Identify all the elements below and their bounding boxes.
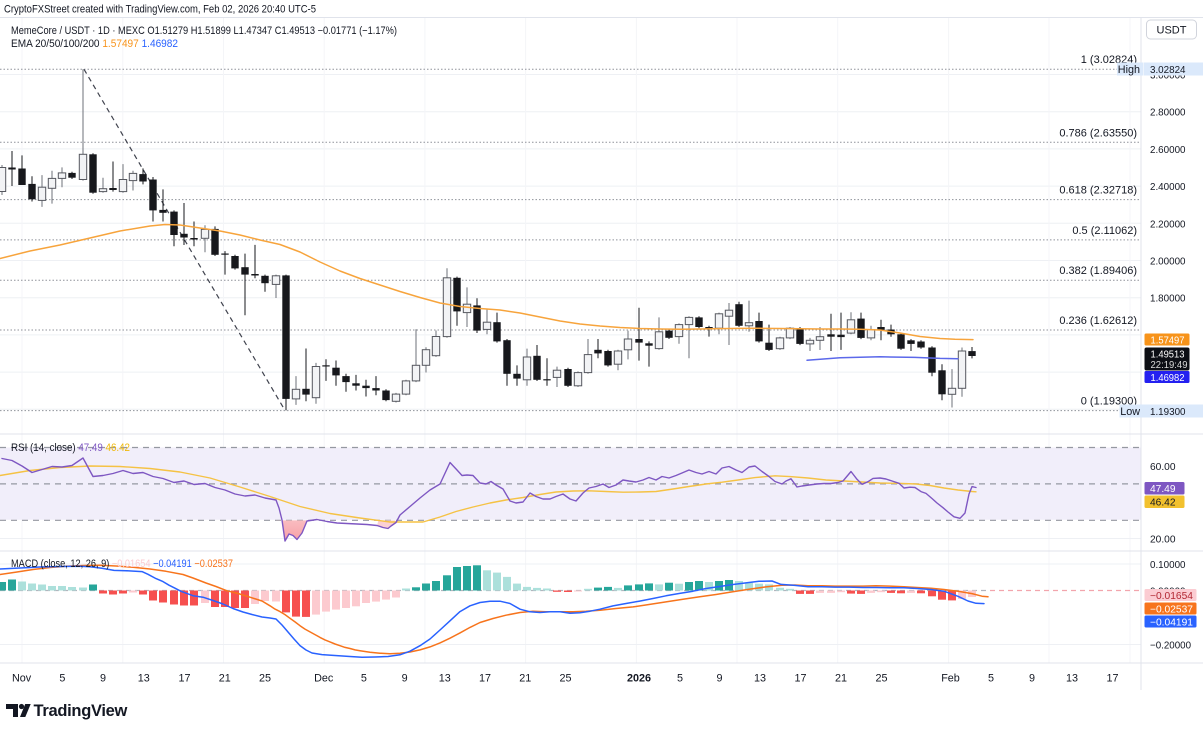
svg-text:25: 25 <box>875 673 887 685</box>
svg-text:1.46982: 1.46982 <box>1151 373 1185 384</box>
svg-text:Low: Low <box>1120 406 1140 418</box>
svg-text:−0.20000: −0.20000 <box>1150 640 1191 652</box>
svg-text:MemeCore / USDT · 1D · MEXC O: MemeCore / USDT · 1D · MEXC O1.51279 H1.… <box>11 25 397 37</box>
svg-text:EMA 20/50/100/200 1.57497 1.46: EMA 20/50/100/200 1.57497 1.46982 <box>11 38 178 50</box>
svg-text:13: 13 <box>1066 673 1078 685</box>
svg-text:21: 21 <box>835 673 847 685</box>
svg-text:2.60000: 2.60000 <box>1150 144 1186 156</box>
svg-text:25: 25 <box>259 673 271 685</box>
svg-text:1.57497: 1.57497 <box>1151 335 1185 346</box>
svg-text:0.5 (2.11062): 0.5 (2.11062) <box>1072 225 1137 237</box>
svg-text:High: High <box>1118 64 1140 76</box>
svg-text:−0.01654: −0.01654 <box>1150 591 1193 602</box>
svg-text:2.40000: 2.40000 <box>1150 181 1186 193</box>
svg-text:1.49513: 1.49513 <box>1151 349 1185 360</box>
svg-text:2026: 2026 <box>627 673 651 685</box>
svg-text:47.49: 47.49 <box>1150 484 1176 495</box>
svg-text:CryptoFXStreet created with Tr: CryptoFXStreet created with TradingView.… <box>4 4 316 16</box>
svg-text:1.19300: 1.19300 <box>1150 406 1186 418</box>
svg-text:9: 9 <box>1029 673 1035 685</box>
svg-text:17: 17 <box>1106 673 1118 685</box>
svg-text:17: 17 <box>479 673 491 685</box>
svg-text:0.786 (2.63550): 0.786 (2.63550) <box>1059 127 1137 139</box>
svg-text:2.80000: 2.80000 <box>1150 107 1186 119</box>
svg-text:0.10000: 0.10000 <box>1150 559 1186 571</box>
svg-text:9: 9 <box>402 673 408 685</box>
svg-text:21: 21 <box>219 673 231 685</box>
svg-text:RSI (14, close) 47.49 46.42: RSI (14, close) 47.49 46.42 <box>11 442 130 454</box>
svg-text:13: 13 <box>439 673 451 685</box>
svg-text:3.02824: 3.02824 <box>1150 64 1186 76</box>
svg-text:17: 17 <box>794 673 806 685</box>
svg-text:Dec: Dec <box>314 673 334 685</box>
svg-text:22:19:49: 22:19:49 <box>1151 360 1188 371</box>
svg-text:Nov: Nov <box>12 673 32 685</box>
svg-text:21: 21 <box>519 673 531 685</box>
svg-text:Feb: Feb <box>941 673 960 685</box>
svg-text:60.00: 60.00 <box>1150 461 1176 473</box>
svg-text:0.236 (1.62612): 0.236 (1.62612) <box>1059 315 1137 327</box>
svg-text:5: 5 <box>677 673 683 685</box>
svg-text:−0.04191: −0.04191 <box>1150 617 1193 628</box>
svg-text:13: 13 <box>754 673 766 685</box>
svg-text:−0.02537: −0.02537 <box>1150 604 1193 615</box>
svg-text:5: 5 <box>988 673 994 685</box>
svg-text:13: 13 <box>138 673 150 685</box>
svg-text:5: 5 <box>59 673 65 685</box>
svg-text:TradingView: TradingView <box>34 702 128 720</box>
svg-text:9: 9 <box>100 673 106 685</box>
svg-text:9: 9 <box>716 673 722 685</box>
svg-text:0.618 (2.32718): 0.618 (2.32718) <box>1059 185 1137 197</box>
svg-text:25: 25 <box>559 673 571 685</box>
svg-text:0.382 (1.89406): 0.382 (1.89406) <box>1059 265 1137 277</box>
svg-text:USDT: USDT <box>1157 25 1187 37</box>
svg-text:5: 5 <box>361 673 367 685</box>
svg-text:2.00000: 2.00000 <box>1150 256 1186 268</box>
svg-text:2.20000: 2.20000 <box>1150 218 1186 230</box>
svg-text:20.00: 20.00 <box>1150 534 1176 546</box>
svg-text:17: 17 <box>178 673 190 685</box>
svg-text:1 (3.02824): 1 (3.02824) <box>1081 54 1137 66</box>
svg-text:46.42: 46.42 <box>1150 498 1176 509</box>
svg-text:1.80000: 1.80000 <box>1150 293 1186 305</box>
svg-text:MACD (close, 12, 26, 9) −0.016: MACD (close, 12, 26, 9) −0.01654 −0.0419… <box>11 558 233 570</box>
